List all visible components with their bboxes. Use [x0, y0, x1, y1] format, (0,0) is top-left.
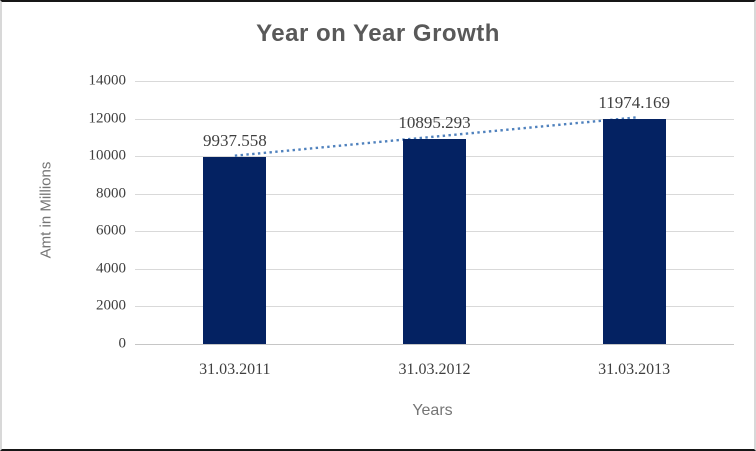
chart-title: Year on Year Growth [256, 20, 500, 47]
gridline-12000 [135, 118, 734, 120]
gridline-0 [135, 344, 734, 345]
bar-31.03.2011 [203, 157, 267, 344]
y-tick-label: 8000 [96, 185, 126, 202]
y-tick-label: 4000 [96, 260, 126, 277]
y-tick-label: 0 [118, 335, 127, 352]
bar-31.03.2012 [403, 139, 466, 344]
data-label: 9937.558 [202, 131, 267, 151]
y-tick-label: 12000 [88, 110, 127, 127]
bar-31.03.2013 [602, 119, 666, 344]
y-tick-label: 10000 [88, 147, 127, 164]
x-tick-label: 31.03.2012 [398, 361, 471, 378]
gridline-14000 [135, 81, 734, 82]
y-tick-label: 6000 [96, 222, 126, 239]
x-tick-label: 31.03.2011 [199, 361, 271, 378]
data-label: 11974.169 [598, 93, 670, 113]
y-tick-label: 2000 [96, 297, 126, 314]
data-label: 10895.293 [398, 113, 471, 133]
x-axis-title: Years [412, 402, 453, 419]
x-tick-label: 31.03.2013 [598, 361, 671, 378]
y-tick-label: 14000 [88, 72, 127, 89]
y-axis-title: Amt in Millions [37, 161, 55, 259]
